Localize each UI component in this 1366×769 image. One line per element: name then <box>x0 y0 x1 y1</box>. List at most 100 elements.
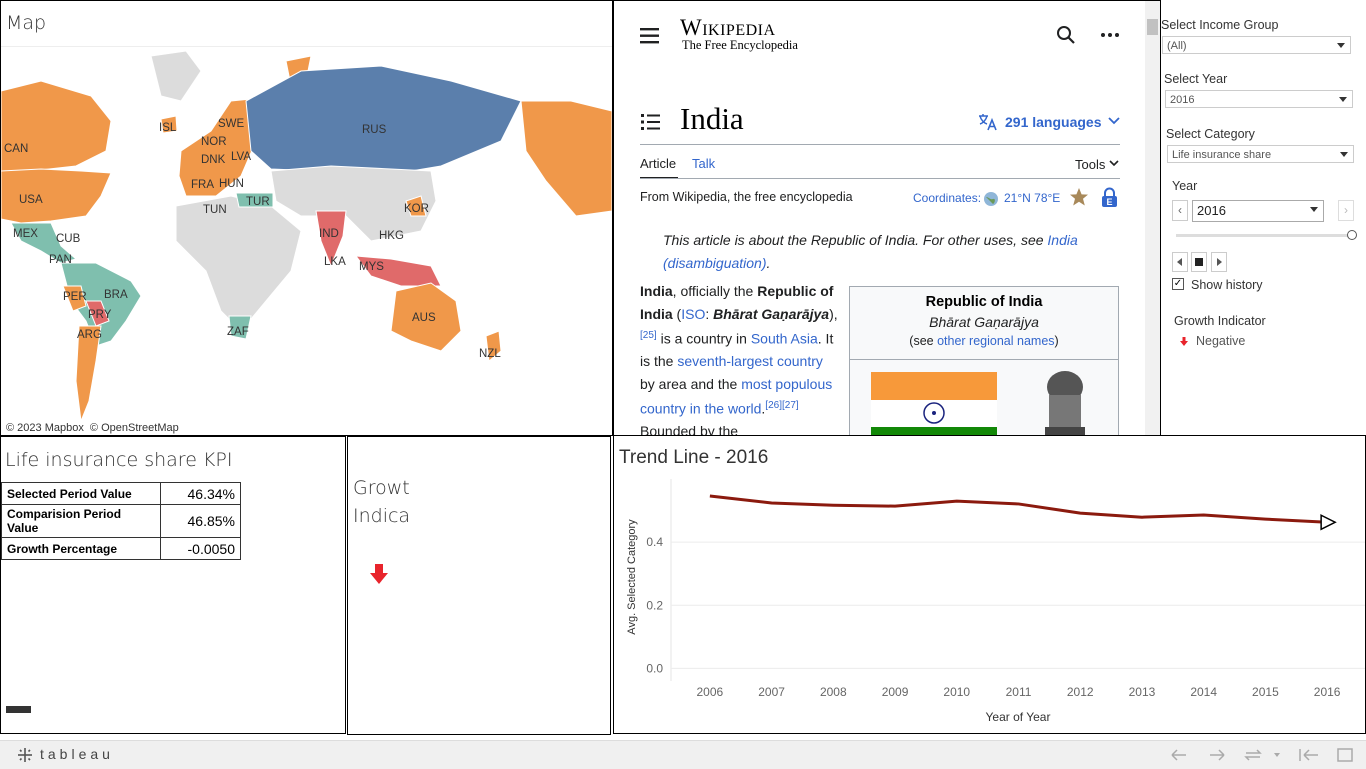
kpi-value: 46.85% <box>160 504 241 538</box>
country-label: HUN <box>219 178 244 190</box>
link[interactable]: other regional names <box>937 334 1055 348</box>
x-tick-label: 2013 <box>1129 685 1156 699</box>
text: : <box>705 305 714 322</box>
toolbar: tableau <box>0 740 1366 769</box>
filter-label: Select Income Group <box>1161 18 1279 32</box>
text: is a country in <box>656 330 751 347</box>
coordinates-label[interactable]: Coordinates: <box>913 191 982 205</box>
back-button[interactable] <box>1172 252 1188 272</box>
language-icon[interactable] <box>978 113 998 131</box>
category-dropdown[interactable]: Life insurance share <box>1167 145 1354 163</box>
country-label: ZAF <box>227 326 249 338</box>
toc-icon[interactable] <box>641 113 661 131</box>
country <box>354 255 442 287</box>
toggle[interactable] <box>6 706 31 713</box>
country-label: LVA <box>231 151 251 163</box>
slider-label: Year <box>1172 179 1198 193</box>
x-tick-label: 2016 <box>1314 685 1341 699</box>
y-tick-label: 0.0 <box>646 661 663 675</box>
text: . It is the <box>640 330 834 370</box>
chart-title: Trend Line - 2016 <box>619 447 768 468</box>
chevron <box>1108 117 1120 125</box>
legend-item: Negative <box>1196 334 1246 348</box>
toolbar-buttons[interactable] <box>1168 745 1358 765</box>
text: , officially the <box>672 283 758 299</box>
country-label: TUN <box>203 204 227 216</box>
scrollbar[interactable] <box>1145 1 1160 435</box>
country <box>405 195 427 217</box>
kpi-panel: Life insurance share KPI Selected Period… <box>0 436 346 734</box>
tab-article[interactable]: Article <box>640 156 677 171</box>
tableau-icon <box>18 748 32 762</box>
text: ) <box>1054 334 1059 348</box>
link[interactable]: South Asia <box>750 330 818 347</box>
x-axis-title: Year of Year <box>986 710 1051 724</box>
scroll-thumb[interactable] <box>1147 19 1158 35</box>
stop-button[interactable] <box>1191 252 1207 272</box>
citation[interactable]: [26][27] <box>765 400 799 412</box>
kpi-label: Comparision Period Value <box>1 504 161 538</box>
infobox-see: (see other regional names) <box>850 334 1118 348</box>
checkbox-label: Show history <box>1191 278 1263 292</box>
divider <box>640 178 1120 179</box>
slider-dropdown[interactable]: 2016 <box>1192 200 1324 222</box>
map[interactable]: CAN ISL SWE NOR DNK LVA RUS USA FRA HUN … <box>1 46 612 435</box>
y-tick-label: 0.2 <box>646 598 663 612</box>
link[interactable]: seventh-largest country <box>677 353 823 370</box>
play-button[interactable] <box>1211 252 1227 272</box>
tools-menu[interactable]: Tools <box>1075 157 1106 172</box>
text: Bounded by the <box>640 423 739 436</box>
x-tick-label: 2009 <box>882 685 909 699</box>
year-dropdown[interactable]: 2016 <box>1165 90 1353 108</box>
link[interactable]: most populous country in the world <box>640 375 833 417</box>
wiki-tagline: The Free Encyclopedia <box>682 38 798 52</box>
link[interactable]: India (disambiguation) <box>663 232 1078 271</box>
star-icon <box>1070 188 1088 206</box>
kpi-title: Life insurance share KPI <box>5 449 233 471</box>
wiki-logo[interactable]: Wikipedia <box>680 15 776 40</box>
tab-talk[interactable]: Talk <box>692 156 716 171</box>
growth-arrow <box>370 564 388 584</box>
text: Bhārat Gaṇarājya <box>713 305 830 322</box>
legend-title: Growth Indicator <box>1174 314 1266 328</box>
country <box>228 315 252 340</box>
flag-image <box>871 372 997 435</box>
kpi-value: 46.34% <box>160 482 241 505</box>
emblem-image <box>1045 371 1085 435</box>
country <box>160 115 178 134</box>
brand[interactable]: tableau <box>40 746 114 762</box>
hatnote-text: . <box>766 254 771 271</box>
hatnote-text: This article is about the Republic of In… <box>663 232 1048 248</box>
kpi-value: -0.0050 <box>160 537 241 560</box>
lock-icon: E <box>1102 187 1117 207</box>
intro-paragraph: India, officially the Republic of India … <box>640 280 838 436</box>
country-label: FRA <box>191 179 214 191</box>
languages-button[interactable]: 291 languages <box>1005 114 1102 130</box>
link[interactable]: ISO <box>681 305 706 322</box>
slider-thumb[interactable] <box>1347 230 1357 240</box>
prev-button[interactable]: ‹ <box>1172 200 1188 221</box>
citation[interactable]: [25] <box>640 330 657 341</box>
slider-track[interactable] <box>1176 234 1351 237</box>
trend-panel: Trend Line - 2016 Year of Year Avg. Sele… <box>613 435 1366 734</box>
search-icon[interactable] <box>1056 25 1076 45</box>
page-heading: India <box>680 101 744 136</box>
kpi-label: Growth Percentage <box>1 537 161 560</box>
history-marker <box>1320 514 1337 531</box>
growth-panel: Growt Indica <box>347 436 611 735</box>
web-panel: Wikipedia The Free Encyclopedia India 29… <box>613 0 1161 436</box>
income-dropdown[interactable]: (All) <box>1162 36 1351 54</box>
menu-icon[interactable] <box>640 27 660 45</box>
country-label: PAN <box>49 254 72 266</box>
country <box>10 222 78 264</box>
country-label: AUS <box>412 312 436 324</box>
coordinates[interactable]: 21°N 78°E <box>1004 191 1061 205</box>
next-button[interactable]: › <box>1338 200 1354 221</box>
more-icon[interactable] <box>1100 32 1120 38</box>
country-label: HKG <box>379 230 404 242</box>
x-tick-label: 2011 <box>1006 685 1032 699</box>
country <box>85 300 110 327</box>
country-label: CAN <box>4 143 28 155</box>
history-checkbox[interactable]: ✓ <box>1172 278 1184 290</box>
